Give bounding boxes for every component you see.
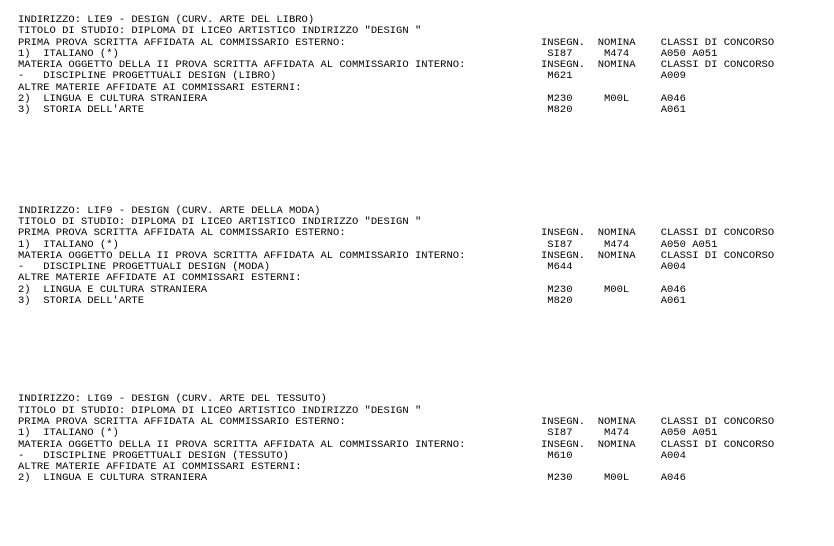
titolo-line: TITOLO DI STUDIO: DIPLOMA DI LICEO ARTIS… [18,404,422,417]
seconda-prova-header-line: MATERIA OGGETTO DELLA II PROVA SCRITTA A… [18,249,775,262]
indirizzo-line: INDIRIZZO: LIE9 - DESIGN (CURV. ARTE DEL… [18,14,315,26]
indirizzo-block-lif9: INDIRIZZO: LIF9 - DESIGN (CURV. ARTE DEL… [18,204,834,308]
indirizzo-block-lie9: INDIRIZZO: LIE9 - DESIGN (CURV. ARTE DEL… [18,14,834,117]
materia-row-disciplina: - DISCIPLINE PROGETTUALI DESIGN (TESSUTO… [18,449,686,462]
seconda-prova-header-line: MATERIA OGGETTO DELLA II PROVA SCRITTA A… [18,438,775,451]
indirizzo-line: INDIRIZZO: LIF9 - DESIGN (CURV. ARTE DEL… [18,204,321,217]
altre-materie-label-line: ALTRE MATERIE AFFIDATE AI COMMISSARI EST… [18,272,302,285]
titolo-line: TITOLO DI STUDIO: DIPLOMA DI LICEO ARTIS… [18,215,422,228]
materia-row-disciplina: - DISCIPLINE PROGETTUALI DESIGN (LIBRO) … [18,70,686,83]
materia-row-storia: 3) STORIA DELL'ARTE M820 A061 [18,104,686,117]
materia-row-italiano: 1) ITALIANO (*) SI87 M474 A050 A051 [18,427,718,440]
materia-row-italiano: 1) ITALIANO (*) SI87 M474 A050 A051 [18,47,718,60]
seconda-prova-header-line: MATERIA OGGETTO DELLA II PROVA SCRITTA A… [18,59,775,72]
altre-materie-label-line: ALTRE MATERIE AFFIDATE AI COMMISSARI EST… [18,461,302,474]
materia-row-lingua: 2) LINGUA E CULTURA STRANIERA M230 M00L … [18,283,686,296]
materia-row-storia: 3) STORIA DELL'ARTE M820 A061 [18,295,686,308]
document-page: INDIRIZZO: LIE9 - DESIGN (CURV. ARTE DEL… [18,14,834,485]
altre-materie-label-line: ALTRE MATERIE AFFIDATE AI COMMISSARI EST… [18,81,302,94]
prima-prova-header-line: PRIMA PROVA SCRITTA AFFIDATA AL COMMISSA… [18,227,775,240]
indirizzo-line: INDIRIZZO: LIG9 - DESIGN (CURV. ARTE DEL… [18,393,327,406]
materia-row-lingua: 2) LINGUA E CULTURA STRANIERA M230 M00L … [18,93,686,106]
prima-prova-header-line: PRIMA PROVA SCRITTA AFFIDATA AL COMMISSA… [18,415,775,428]
materia-row-lingua: 2) LINGUA E CULTURA STRANIERA M230 M00L … [18,472,686,485]
materia-row-italiano: 1) ITALIANO (*) SI87 M474 A050 A051 [18,238,718,251]
materia-row-disciplina: - DISCIPLINE PROGETTUALI DESIGN (MODA) M… [18,261,686,274]
titolo-line: TITOLO DI STUDIO: DIPLOMA DI LICEO ARTIS… [18,25,422,38]
indirizzo-block-lig9: INDIRIZZO: LIG9 - DESIGN (CURV. ARTE DEL… [18,393,834,485]
prima-prova-header-line: PRIMA PROVA SCRITTA AFFIDATA AL COMMISSA… [18,36,775,49]
